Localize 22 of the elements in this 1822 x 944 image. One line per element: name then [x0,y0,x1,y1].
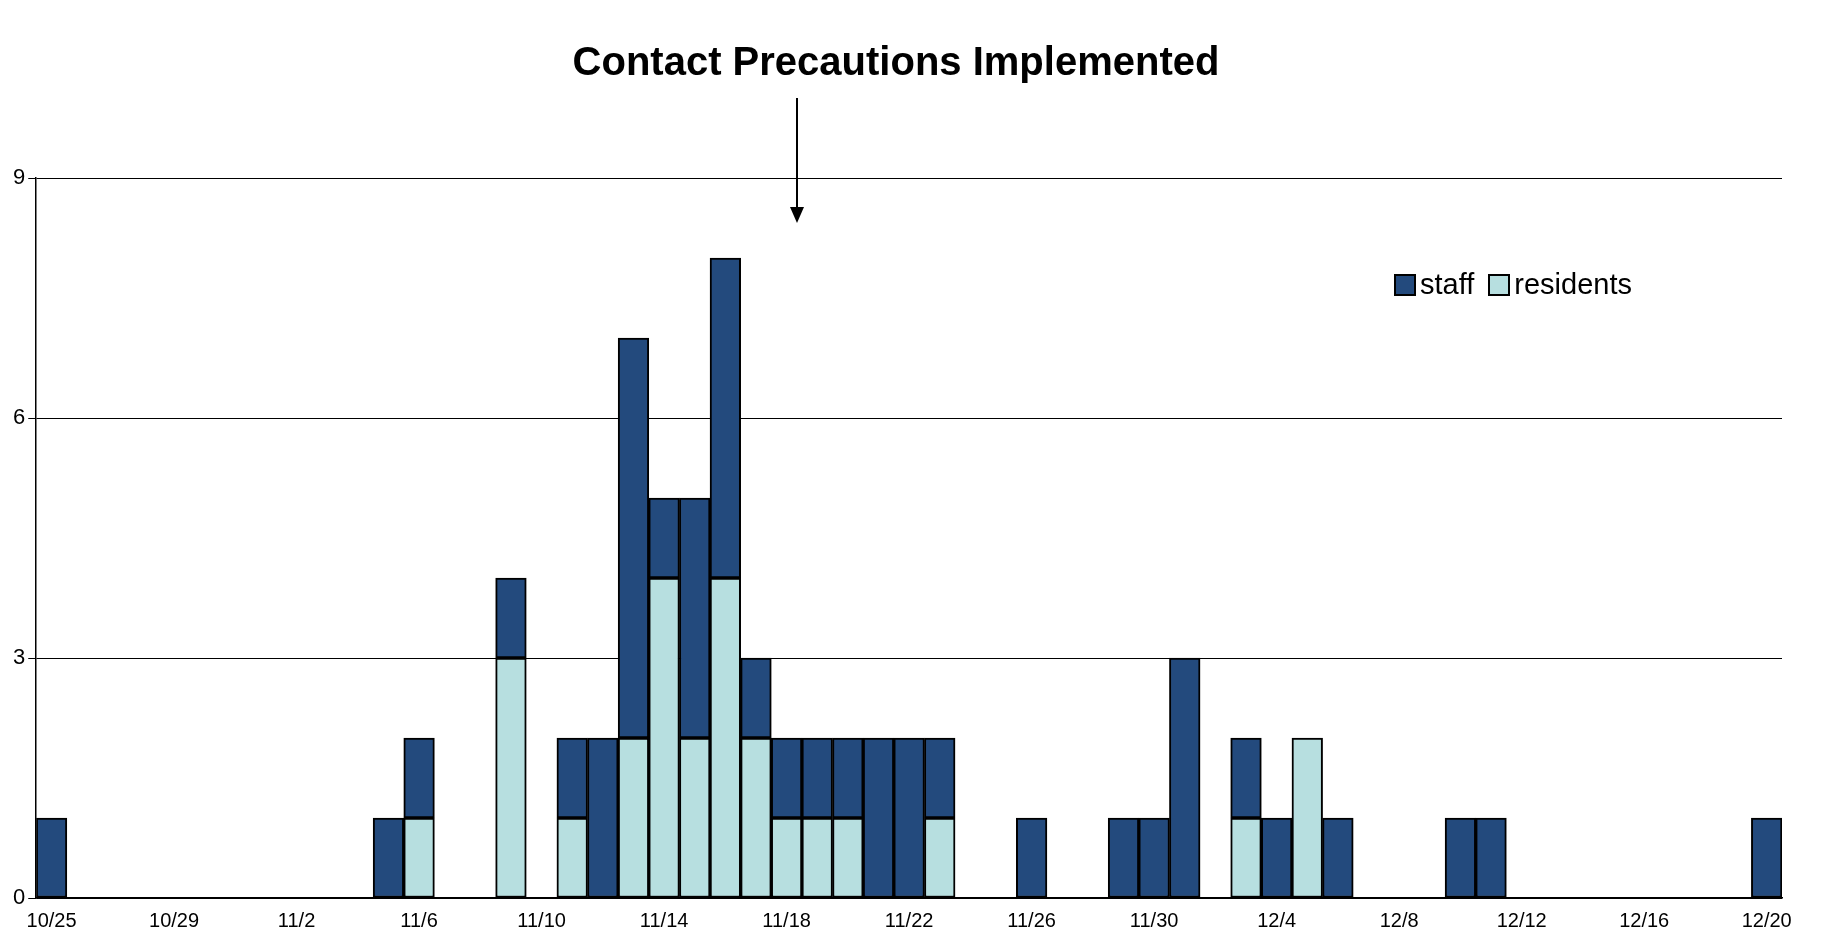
x-tick-label: 10/29 [149,908,200,931]
x-tick-label: 11/22 [884,908,934,931]
x-tick-label: 12/20 [1741,908,1792,931]
y-tick-label: 0 [12,884,26,910]
x-tick-label: 11/18 [762,908,811,931]
x-tick-label: 11/30 [1129,908,1179,931]
x-tick-label: 11/14 [639,908,689,931]
x-tick-label: 12/4 [1257,908,1297,931]
x-tick-label: 12/8 [1379,908,1419,931]
x-tick-label: 11/2 [277,908,316,931]
y-tick-label: 6 [12,404,26,430]
legend-label: residents [1514,268,1632,301]
x-tick-label: 12/16 [1619,908,1670,931]
legend-label: staff [1420,268,1475,301]
x-tick-label: 11/6 [400,908,438,931]
y-tick-label: 9 [12,164,26,190]
x-tick-label: 11/26 [1007,908,1056,931]
x-tick-label: 12/12 [1496,908,1547,931]
y-tick-label: 3 [12,644,26,670]
x-tick-label: 11/10 [517,908,566,931]
chart-title: Contact Precautions Implemented [572,39,1220,84]
x-tick-label: 10/25 [26,908,77,931]
